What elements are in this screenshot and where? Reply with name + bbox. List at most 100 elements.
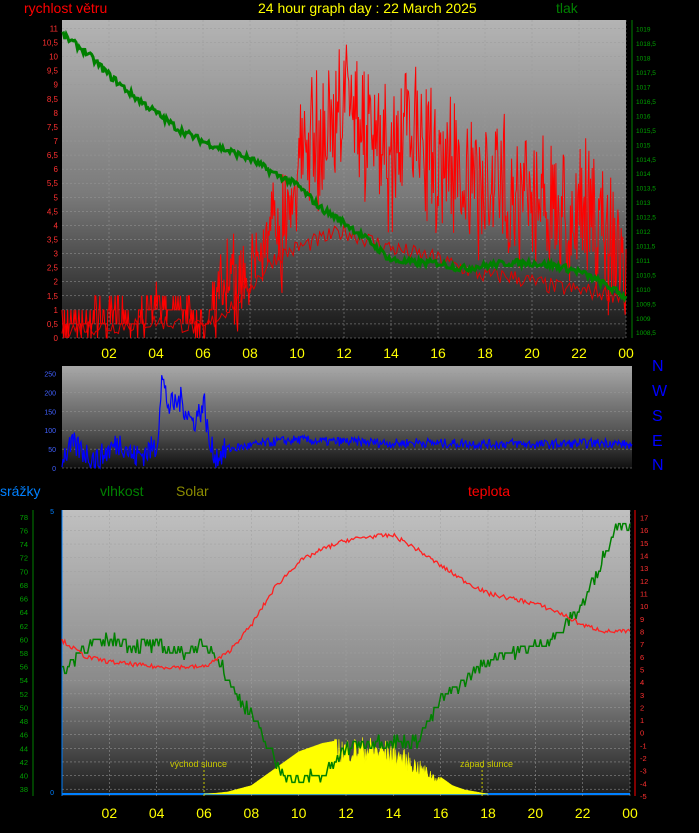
pressure-tick-label: 1016 xyxy=(636,113,651,120)
humidity-tick-label: 42 xyxy=(20,758,28,767)
temperature-tick-label: 17 xyxy=(640,514,648,523)
wind-speed-label: rychlost větru xyxy=(24,0,108,16)
pressure-tick-label: 1013,5 xyxy=(636,186,656,193)
pressure-line xyxy=(61,29,628,304)
temperature-tick-label: 4 xyxy=(640,678,644,687)
temperature-tick-label: 14 xyxy=(640,552,648,561)
temperature-tick-label: 5 xyxy=(640,665,644,674)
hour-tick-label: 22 xyxy=(571,345,587,361)
temperature-tick-label: 8 xyxy=(640,627,644,636)
pressure-tick-label: 1011 xyxy=(636,258,650,265)
pressure-tick-label: 1019 xyxy=(636,27,651,34)
wind-tick-label: 5 xyxy=(54,193,59,202)
humidity-label: vlhkost xyxy=(100,483,144,499)
pressure-tick-label: 1018 xyxy=(636,56,651,63)
hour-tick-label: 10 xyxy=(289,345,305,361)
humidity-tick-label: 52 xyxy=(20,690,28,699)
wind-tick-label: 7 xyxy=(54,137,59,146)
sunrise-annotation: východ slunce xyxy=(170,759,227,769)
hour-tick-label: 20 xyxy=(528,805,544,821)
wind-tick-label: 2,5 xyxy=(47,264,59,273)
temperature-tick-label: 15 xyxy=(640,539,648,548)
wind-tick-label: 0,5 xyxy=(47,320,59,329)
compass-n-bottom: N xyxy=(652,457,664,474)
wind-tick-label: 10 xyxy=(49,53,58,62)
humidity-tick-label: 70 xyxy=(20,567,28,576)
wind-tick-label: 11 xyxy=(50,24,59,33)
humidity-tick-label: 62 xyxy=(20,622,28,631)
temperature-tick-label: -4 xyxy=(640,779,647,788)
wind-tick-label: 2 xyxy=(54,278,59,287)
temperature-tick-label: -3 xyxy=(640,767,647,776)
humidity-tick-label: 60 xyxy=(20,635,28,644)
pressure-tick-label: 1013 xyxy=(636,200,651,207)
wind-tick-label: 9,5 xyxy=(47,67,59,76)
wind-direction-line xyxy=(61,375,633,470)
hour-tick-label: 06 xyxy=(196,805,212,821)
direction-tick-label: 250 xyxy=(44,372,56,379)
direction-tick-label: 150 xyxy=(44,409,56,416)
wind-tick-label: 4 xyxy=(54,221,59,230)
humidity-tick-label: 40 xyxy=(20,772,28,781)
hour-tick-label: 04 xyxy=(149,805,165,821)
hour-tick-label: 08 xyxy=(242,345,258,361)
hour-tick-label: 16 xyxy=(430,345,446,361)
solar-label: Solar xyxy=(176,483,209,499)
wind-tick-label: 0 xyxy=(54,334,59,343)
humidity-tick-label: 68 xyxy=(20,581,28,590)
humidity-line xyxy=(62,522,631,784)
hour-tick-label: 06 xyxy=(195,345,211,361)
humidity-tick-label: 44 xyxy=(20,744,28,753)
direction-tick-label: 50 xyxy=(48,447,56,454)
pressure-tick-label: 1008,5 xyxy=(636,330,656,337)
temperature-tick-label: 3 xyxy=(640,691,644,700)
pressure-tick-label: 1012 xyxy=(636,229,651,236)
wind-pressure-panel: 0 0,5 1 1,5 2 2,5 3 3,5 4 4,5 5 5,5 6 6,5 7 7,5 8 8,5 9 9,5… xyxy=(42,20,656,361)
hour-tick-label: 18 xyxy=(480,805,496,821)
humidity-tick-label: 50 xyxy=(20,703,28,712)
hour-tick-label: 02 xyxy=(101,345,117,361)
wind-tick-label: 8 xyxy=(54,109,59,118)
compass-n-top: N xyxy=(652,358,664,375)
chart-title: 24 hour graph day : 22 March 2025 xyxy=(258,0,477,16)
precip-tick-label: 0 xyxy=(50,790,54,797)
precip-label: srážky xyxy=(0,483,41,499)
humidity-tick-label: 66 xyxy=(20,595,28,604)
wind-direction-panel: 0 50 100 150 200 250 xyxy=(44,366,633,473)
wind-tick-label: 6 xyxy=(54,165,59,174)
pressure-tick-label: 1014 xyxy=(636,171,651,178)
pressure-tick-label: 1015,5 xyxy=(636,128,656,135)
pressure-tick-label: 1009,5 xyxy=(636,301,656,308)
humidity-tick-label: 74 xyxy=(20,540,28,549)
pressure-tick-label: 1012,5 xyxy=(636,215,656,222)
hour-tick-label: 00 xyxy=(618,345,634,361)
wind-tick-label: 3 xyxy=(54,250,59,259)
pressure-label: tlak xyxy=(556,0,578,16)
hour-tick-label: 10 xyxy=(291,805,307,821)
temp-humidity-panel: 3840424446485052545658606264666870727476… xyxy=(20,509,649,821)
wind-tick-label: 1,5 xyxy=(47,292,59,301)
wind-tick-label: 9 xyxy=(54,81,59,90)
direction-tick-label: 100 xyxy=(44,428,56,435)
pressure-tick-label: 1011,5 xyxy=(636,243,656,250)
wind-tick-label: 4,5 xyxy=(47,207,59,216)
pressure-tick-label: 1015 xyxy=(636,142,651,149)
compass-w: W xyxy=(652,383,668,400)
wind-gust-line xyxy=(61,44,627,339)
hour-tick-label: 22 xyxy=(575,805,591,821)
humidity-tick-label: 76 xyxy=(20,526,28,535)
temperature-tick-label: 10 xyxy=(640,602,648,611)
hour-tick-label: 14 xyxy=(383,345,399,361)
temperature-tick-label: 12 xyxy=(640,577,648,586)
wind-tick-label: 8,5 xyxy=(47,95,59,104)
pressure-tick-label: 1016,5 xyxy=(636,99,656,106)
humidity-tick-label: 38 xyxy=(20,785,28,794)
humidity-tick-label: 58 xyxy=(20,649,28,658)
temperature-label: teplota xyxy=(468,483,511,499)
humidity-tick-label: 46 xyxy=(20,731,28,740)
humidity-tick-label: 72 xyxy=(20,554,28,563)
temperature-tick-label: -5 xyxy=(640,792,647,801)
direction-tick-label: 200 xyxy=(44,390,56,397)
pressure-tick-label: 1017 xyxy=(636,84,651,91)
compass-s: S xyxy=(652,408,663,425)
